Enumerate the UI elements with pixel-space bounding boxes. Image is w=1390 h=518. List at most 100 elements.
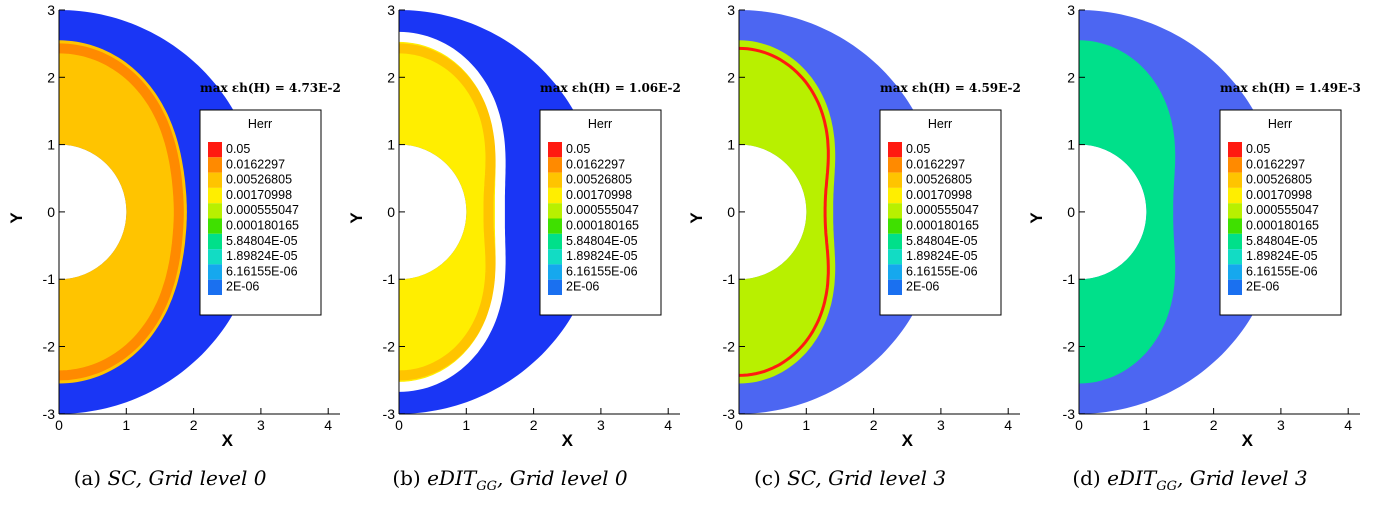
- y-axis-label: Y: [687, 212, 706, 224]
- legend-swatch: [888, 172, 902, 188]
- y-tick-label: 3: [1067, 2, 1075, 18]
- panel-caption: (b) eDITGG, Grid level 0: [340, 466, 680, 494]
- field-shock-band: [738, 46, 830, 377]
- legend-swatch: [548, 157, 562, 173]
- x-tick-label: 1: [1142, 417, 1150, 433]
- legend-level-label: 1.89824E-05: [226, 249, 298, 263]
- legend-swatch: [1228, 249, 1242, 265]
- legend-level-label: 1.89824E-05: [906, 249, 978, 263]
- x-tick-label: 2: [530, 417, 538, 433]
- legend-swatch: [888, 142, 902, 158]
- legend-swatch: [208, 279, 222, 295]
- max-error-annotation: max εh(H) = 4.59E-2: [880, 81, 1020, 95]
- x-tick-label: 1: [462, 417, 470, 433]
- x-tick-label: 4: [1344, 417, 1352, 433]
- legend-level-label: 5.84804E-05: [906, 234, 978, 248]
- y-tick-label: -1: [383, 271, 396, 287]
- legend-level-label: 0.05: [566, 142, 590, 156]
- y-tick-label: 2: [47, 69, 55, 85]
- y-tick-label: 1: [1067, 137, 1075, 153]
- x-tick-label: 1: [802, 417, 810, 433]
- legend-title: Herr: [928, 117, 952, 131]
- legend-swatch: [208, 142, 222, 158]
- legend-level-label: 0.00170998: [566, 188, 632, 202]
- x-tick-label: 3: [937, 417, 945, 433]
- x-tick-label: 2: [1210, 417, 1218, 433]
- y-tick-label: 0: [1067, 204, 1075, 220]
- y-axis-label: Y: [1027, 212, 1046, 224]
- legend-swatch: [1228, 279, 1242, 295]
- legend-swatch: [888, 157, 902, 173]
- y-tick-label: -3: [43, 406, 56, 422]
- legend-swatch: [208, 233, 222, 250]
- x-tick-label: 1: [122, 417, 130, 433]
- x-tick-label: 2: [870, 417, 878, 433]
- legend-level-label: 5.84804E-05: [1246, 234, 1318, 248]
- inner-body: [1079, 144, 1147, 280]
- y-tick-label: -1: [43, 271, 56, 287]
- legend-level-label: 0.000180165: [226, 219, 299, 233]
- x-tick-label: 0: [55, 417, 63, 433]
- x-tick-label: 0: [1075, 417, 1083, 433]
- y-tick-label: 3: [387, 2, 395, 18]
- x-tick-label: 4: [664, 417, 672, 433]
- panel-caption: (d) eDITGG, Grid level 3: [1020, 466, 1360, 494]
- legend-swatch: [548, 233, 562, 250]
- caption-method: SC: [107, 466, 136, 490]
- field-shock-band: [1078, 46, 1170, 377]
- inner-body: [399, 144, 467, 280]
- legend-level-label: 0.00170998: [906, 188, 972, 202]
- legend-swatch: [208, 157, 222, 173]
- legend-level-label: 0.00526805: [1246, 173, 1312, 187]
- axes: 0 1 2 3 4 3 2 1 0 -1 -2 -3 X Y: [687, 2, 1020, 450]
- y-tick-label: 2: [387, 69, 395, 85]
- caption-label: (d): [1072, 466, 1108, 490]
- legend-level-label: 2E-06: [906, 280, 939, 294]
- legend-swatch: [548, 218, 562, 234]
- legend-swatch: [1228, 157, 1242, 173]
- axes: 0 1 2 3 4 3 2 1 0 -1 -2 -3 X Y: [7, 2, 340, 450]
- legend-level-label: 0.000180165: [906, 219, 979, 233]
- legend-level-label: 1.89824E-05: [566, 249, 638, 263]
- y-axis-label: Y: [7, 212, 26, 224]
- legend-level-label: 0.00170998: [1246, 188, 1312, 202]
- legend-swatch: [548, 264, 562, 280]
- y-tick-label: 1: [47, 137, 55, 153]
- x-axis-label: X: [902, 431, 914, 450]
- field-shock-layer: [1079, 40, 1176, 384]
- legend-swatch: [548, 279, 562, 295]
- max-error-annotation: max εh(H) = 1.06E-2: [540, 81, 680, 95]
- y-tick-label: 0: [387, 204, 395, 220]
- legend-swatch: [208, 203, 222, 219]
- axes: 0 1 2 3 4 3 2 1 0 -1 -2 -3 X Y: [1027, 2, 1360, 450]
- y-tick-label: -2: [723, 339, 736, 355]
- legend-swatch: [888, 203, 902, 219]
- inner-body: [739, 144, 807, 280]
- legend-swatch: [548, 172, 562, 188]
- panel-caption: (a) SC, Grid level 0: [0, 466, 340, 490]
- y-tick-label: 2: [727, 69, 735, 85]
- caption-grid: , Grid level 3: [1177, 466, 1308, 490]
- y-axis-label: Y: [347, 212, 366, 224]
- legend-swatch: [548, 203, 562, 219]
- legend-level-label: 0.00526805: [226, 173, 292, 187]
- legend: Herr0.050.01622970.005268050.001709980.0…: [539, 109, 662, 316]
- legend-level-label: 0.000180165: [1246, 219, 1319, 233]
- inner-body: [59, 144, 127, 280]
- legend-swatch: [888, 264, 902, 280]
- legend-level-label: 0.0162297: [566, 157, 625, 171]
- legend-title: Herr: [1268, 117, 1292, 131]
- legend-swatch: [888, 233, 902, 250]
- legend-swatch: [888, 249, 902, 265]
- caption-grid: , Grid level 0: [497, 466, 628, 490]
- legend-swatch: [208, 218, 222, 234]
- caption-label: (a): [73, 466, 108, 490]
- y-tick-label: 1: [387, 137, 395, 153]
